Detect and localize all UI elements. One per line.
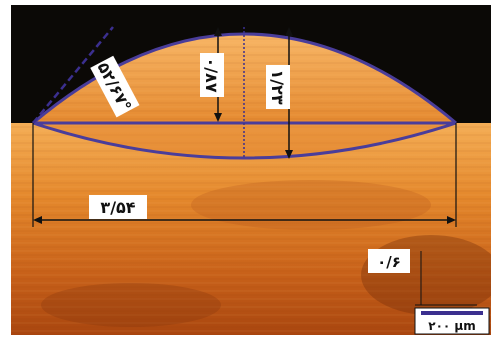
small-label: ۰/۶ [368,249,410,273]
micrograph-frame: ۵۲/۶۷° ۰/۸۷ ۱/۲۳ ۳/۵۴ ۰/۶ ۲۰۰ µm [11,5,491,335]
angle-tangent-line [32,26,114,124]
penetration-outline [32,121,457,160]
mottled-region [191,180,431,230]
depth-total-label: ۱/۲۳ [266,65,290,109]
height-cap-label: ۰/۸۷ [200,53,224,97]
scale-bar-text: ۲۰۰ µm [428,319,475,333]
width-label: ۳/۵۴ [89,195,147,219]
svg-text:۰/۸۷: ۰/۸۷ [202,57,221,92]
arrow-head [33,216,42,224]
arrow-head [447,216,456,224]
dark-region [41,283,221,327]
arrow-head [285,150,293,159]
arrow-head [285,27,293,36]
bead-outline [32,32,457,125]
arrow-head [214,27,222,36]
svg-text:۳/۵۴: ۳/۵۴ [100,198,135,217]
scale-bar: ۲۰۰ µm [414,307,490,335]
svg-text:۱/۲۳: ۱/۲۳ [268,69,287,104]
svg-text:۰/۶: ۰/۶ [377,253,401,271]
weld-bead-micrograph: ۵۲/۶۷° ۰/۸۷ ۱/۲۳ ۳/۵۴ ۰/۶ ۲۰۰ µm [11,5,491,335]
arrow-head [214,113,222,122]
